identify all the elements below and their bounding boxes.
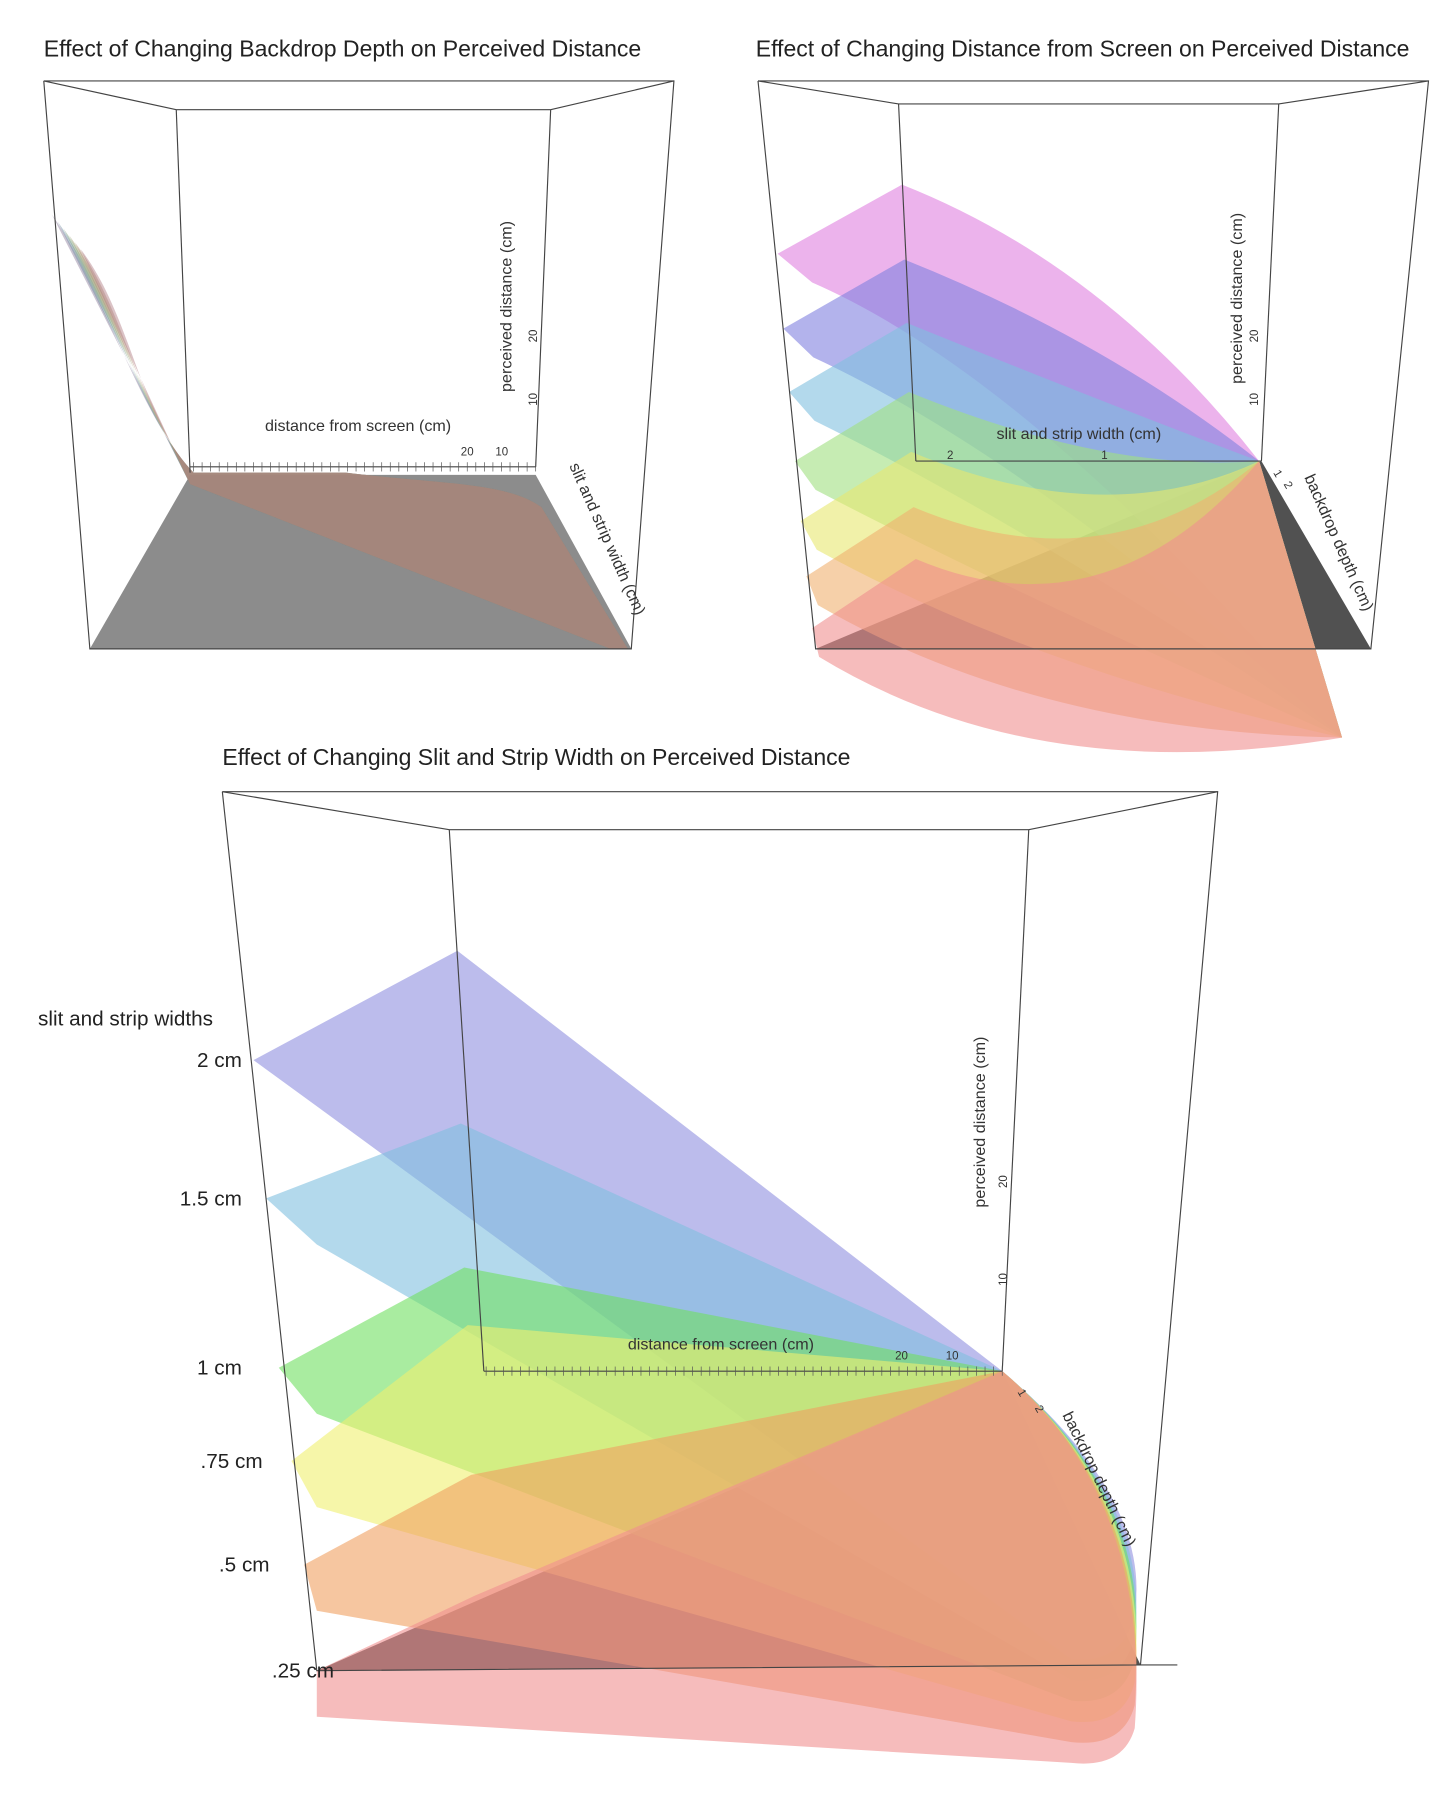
box-edge	[535, 109, 552, 467]
title: Effect of Changing Distance from Screen …	[756, 36, 1410, 62]
z-axis-label: perceived distance (cm)	[971, 1037, 989, 1208]
surfaces	[253, 950, 1137, 1764]
x-tick-label: 1	[1101, 450, 1107, 462]
box-outline	[757, 80, 1430, 650]
box-edge	[1001, 829, 1030, 1372]
surface	[74, 242, 628, 649]
box-back	[43, 80, 675, 111]
box-edge	[897, 103, 917, 462]
surface	[316, 1371, 1137, 1764]
surface	[51, 214, 628, 649]
z-axis-label: perceived distance (cm)	[497, 221, 515, 392]
box-outline	[43, 80, 675, 650]
z-tick-label: 10	[1249, 393, 1261, 406]
title: Effect of Changing Slit and Strip Width …	[222, 744, 850, 770]
surface	[812, 461, 1343, 753]
legend-label: .5 cm	[219, 1554, 270, 1577]
surface	[57, 221, 628, 649]
floor	[89, 474, 632, 649]
legend-label: 1 cm	[197, 1357, 242, 1380]
z-tick-label: 20	[1249, 330, 1261, 343]
legend: 2 cm 1.5 cm 1 cm .75 cm .5 cm .25 cm	[180, 1049, 334, 1683]
z-tick-label: 20	[998, 1175, 1010, 1188]
z-tick-label: 10	[528, 393, 540, 406]
legend-label: 2 cm	[197, 1049, 242, 1072]
x-tick-label: 2	[947, 450, 953, 462]
panel: Effect of Changing Distance from Screen …	[756, 36, 1430, 753]
x-tick-label: 10	[946, 1351, 959, 1363]
box-back	[757, 80, 1429, 105]
x-axis-label: slit and strip width (cm)	[996, 425, 1161, 443]
title: Effect of Changing Backdrop Depth on Per…	[44, 36, 641, 62]
panel: Effect of Changing Slit and Strip Width …	[38, 744, 1219, 1764]
box-edge	[448, 829, 485, 1372]
surface	[63, 228, 628, 649]
surface	[69, 235, 628, 649]
legend-title: slit and strip widths	[38, 1008, 213, 1031]
z-tick-label: 20	[528, 330, 540, 343]
box-edge	[1260, 103, 1280, 462]
surface	[80, 249, 628, 649]
surfaces	[777, 184, 1343, 753]
y-tick-label: 2	[1281, 480, 1295, 492]
y-tick-label: 2	[1032, 1404, 1046, 1416]
x-tick-label: 20	[461, 446, 474, 458]
x-tick-label: 10	[495, 446, 508, 458]
legend-label: .75 cm	[200, 1450, 262, 1473]
legend-label: .25 cm	[272, 1660, 334, 1683]
surfaces	[51, 214, 628, 649]
panel: Effect of Changing Backdrop Depth on Per…	[43, 36, 675, 650]
x-axis-label: distance from screen (cm)	[265, 417, 451, 435]
y-tick-label: 1	[1270, 468, 1284, 480]
y-tick-label: 1	[1015, 1387, 1029, 1399]
z-axis-label: perceived distance (cm)	[1228, 213, 1246, 384]
box-back	[222, 791, 1218, 831]
z-tick-label: 10	[998, 1273, 1010, 1286]
x-tick-label: 20	[895, 1351, 908, 1363]
box-edge	[175, 109, 191, 473]
x-axis-label: distance from screen (cm)	[628, 1335, 814, 1353]
legend-label: 1.5 cm	[180, 1187, 242, 1210]
